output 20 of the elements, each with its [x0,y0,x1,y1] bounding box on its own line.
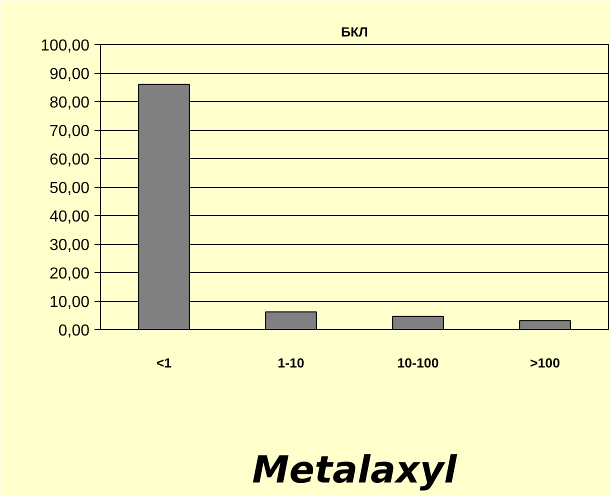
x-tick-label: 1-10 [278,356,304,370]
chart-title: БКЛ [340,24,368,40]
y-tick-label: 0,00 [58,322,90,340]
y-tick-label: 40,00 [49,208,90,226]
y-tick-label: 50,00 [49,180,90,197]
y-tick-label: 60,00 [49,152,90,168]
x-tick-label: 10-100 [397,356,439,370]
y-tick-label: 20,00 [49,266,90,282]
bar [519,320,571,330]
x-tick-label: <1 [156,356,172,370]
y-tick-label: 80,00 [49,94,90,112]
bar [265,311,317,330]
bar [392,316,444,330]
y-tick-label: 30,00 [49,237,90,254]
x-tick-label: >100 [530,356,560,370]
y-tick-label: 10,00 [49,294,90,311]
y-tick-label: 90,00 [49,66,90,83]
y-tick-label: 100,00 [40,38,90,54]
y-tick-label: 70,00 [49,123,90,140]
text: Metalaxyl [252,448,458,492]
